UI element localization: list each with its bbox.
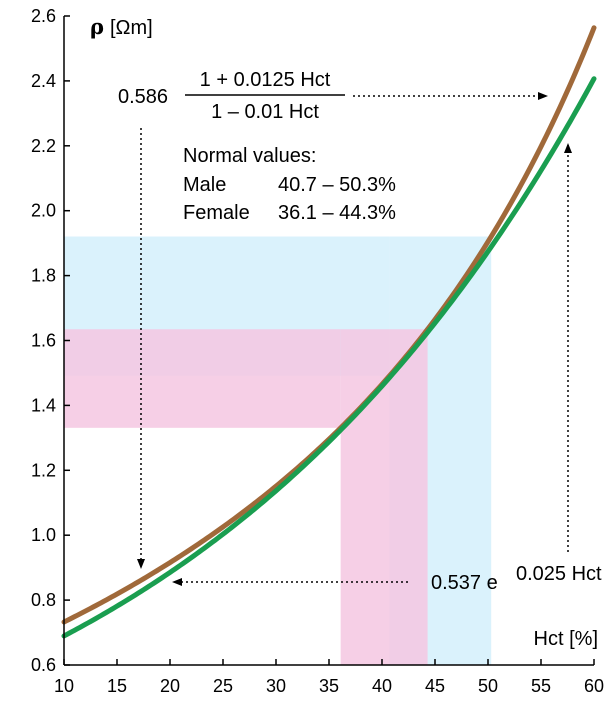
y-tick-label: 1.6 bbox=[31, 331, 56, 351]
normal-range-bands bbox=[64, 236, 492, 665]
female-range-horizontal-strip bbox=[64, 329, 341, 428]
resistivity-curves bbox=[61, 25, 597, 639]
y-tick-label: 0.6 bbox=[31, 655, 56, 675]
y-axis-unit: [Ωm] bbox=[110, 17, 153, 39]
normal-values-title: Normal values: bbox=[183, 145, 316, 167]
y-tick-label: 2.4 bbox=[31, 71, 56, 91]
formula2-base: 0.537 e bbox=[431, 572, 498, 594]
x-tick-label: 15 bbox=[107, 676, 127, 696]
y-axis-symbol: ρ bbox=[90, 14, 104, 39]
x-tick-label: 25 bbox=[213, 676, 233, 696]
y-tick-label: 1.8 bbox=[31, 266, 56, 286]
exponential-curve bbox=[61, 76, 597, 639]
x-tick-label: 55 bbox=[531, 676, 551, 696]
y-tick-label: 1.0 bbox=[31, 525, 56, 545]
chart-axes: 0.6 0.8 1.0 1.2 1.4 1.6 1.8 2.0 2.2 2.4 2.6 10 15 20 2… bbox=[31, 6, 604, 696]
x-tick-label: 30 bbox=[266, 676, 286, 696]
y-tick-label: 2.2 bbox=[31, 136, 56, 156]
formula2-exponent: 0.025 Hct bbox=[516, 563, 602, 585]
y-tick-label: 2.6 bbox=[31, 6, 56, 26]
formula1-coefficient: 0.586 bbox=[118, 86, 168, 108]
x-tick-label: 40 bbox=[372, 676, 392, 696]
x-axis-title: Hct [%] bbox=[534, 628, 598, 650]
x-tick-label: 35 bbox=[319, 676, 339, 696]
female-range-value: 36.1 – 44.3% bbox=[278, 202, 396, 224]
female-range-band bbox=[64, 329, 428, 665]
x-tick-label: 10 bbox=[54, 676, 74, 696]
x-tick-label: 45 bbox=[425, 676, 445, 696]
formula1-denominator: 1 – 0.01 Hct bbox=[211, 101, 319, 123]
formula1-numerator: 1 + 0.0125 Hct bbox=[200, 69, 331, 91]
x-tick-label: 60 bbox=[584, 676, 604, 696]
y-tick-label: 0.8 bbox=[31, 590, 56, 610]
female-label: Female bbox=[183, 202, 250, 224]
y-axis-title: ρ [Ωm] bbox=[90, 14, 153, 39]
y-tick-label: 1.4 bbox=[31, 395, 56, 415]
y-tick-label: 2.0 bbox=[31, 201, 56, 221]
y-tick-label: 1.2 bbox=[31, 460, 56, 480]
x-tick-label: 50 bbox=[478, 676, 498, 696]
male-label: Male bbox=[183, 174, 226, 196]
male-range-value: 40.7 – 50.3% bbox=[278, 174, 396, 196]
x-tick-label: 20 bbox=[160, 676, 180, 696]
